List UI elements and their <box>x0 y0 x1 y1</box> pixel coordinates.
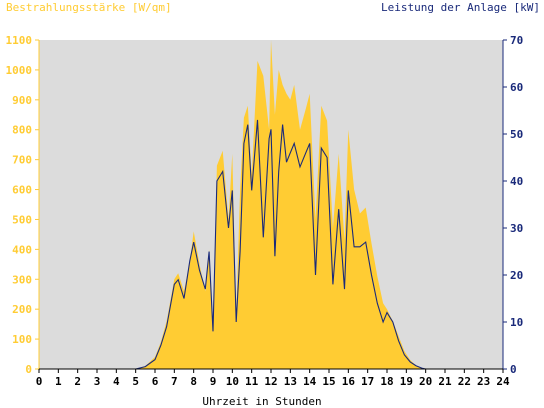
left-tick-label: 200 <box>12 303 32 316</box>
x-tick-label: 11 <box>245 375 259 388</box>
x-tick-label: 24 <box>496 375 510 388</box>
x-tick-label: 9 <box>210 375 217 388</box>
right-tick-label: 0 <box>510 363 517 376</box>
right-tick-label: 40 <box>510 175 523 188</box>
left-tick-label: 900 <box>12 94 32 107</box>
x-tick-label: 3 <box>94 375 101 388</box>
left-tick-label: 800 <box>12 124 32 137</box>
left-axis-ticks: 0 100 200 300 400 500 600 700 800 900 1000 1100 <box>6 34 39 376</box>
right-tick-label: 70 <box>510 34 523 47</box>
x-tick-label: 22 <box>458 375 471 388</box>
right-tick-label: 20 <box>510 269 523 282</box>
left-axis-title: Bestrahlungsstärke [W/qm] <box>6 1 172 14</box>
right-tick-label: 30 <box>510 222 523 235</box>
power-series <box>39 119 503 370</box>
power-line <box>39 119 503 370</box>
x-tick-label: 13 <box>284 375 297 388</box>
left-tick-label: 600 <box>12 184 32 197</box>
x-tick-label: 19 <box>400 375 413 388</box>
x-tick-label: 4 <box>113 375 120 388</box>
x-tick-label: 7 <box>171 375 178 388</box>
right-tick-label: 60 <box>510 81 523 94</box>
left-tick-label: 400 <box>12 243 32 256</box>
x-tick-label: 20 <box>419 375 432 388</box>
x-tick-label: 6 <box>152 375 159 388</box>
left-tick-label: 1100 <box>6 34 33 47</box>
irradiance-area <box>39 40 503 369</box>
left-tick-label: 100 <box>12 333 32 346</box>
x-axis-ticks: 0 1 2 3 4 5 6 7 8 9 10 11 12 13 14 15 16 17 18 19 20 21 22 23 24 <box>36 369 510 388</box>
x-tick-label: 15 <box>322 375 335 388</box>
x-tick-label: 12 <box>264 375 277 388</box>
x-tick-label: 18 <box>380 375 393 388</box>
x-axis-title: Uhrzeit in Stunden <box>202 395 321 408</box>
irradiance-series <box>39 40 503 369</box>
x-tick-label: 10 <box>226 375 239 388</box>
right-axis-title: Leistung der Anlage [kW] <box>381 1 540 14</box>
left-tick-label: 500 <box>12 213 32 226</box>
x-tick-label: 16 <box>342 375 356 388</box>
x-tick-label: 1 <box>55 375 62 388</box>
x-tick-label: 17 <box>361 375 374 388</box>
left-tick-label: 0 <box>25 363 32 376</box>
x-tick-label: 2 <box>74 375 81 388</box>
x-tick-label: 14 <box>303 375 317 388</box>
left-tick-label: 300 <box>12 273 32 286</box>
x-tick-label: 5 <box>132 375 139 388</box>
x-tick-label: 21 <box>438 375 452 388</box>
left-tick-label: 1000 <box>6 64 33 77</box>
right-tick-label: 50 <box>510 128 523 141</box>
right-axis-ticks: 0 10 20 30 40 50 60 70 <box>503 34 523 376</box>
right-tick-label: 10 <box>510 316 523 329</box>
x-tick-label: 0 <box>36 375 43 388</box>
left-tick-label: 700 <box>12 154 32 167</box>
x-tick-label: 23 <box>477 375 490 388</box>
x-tick-label: 8 <box>190 375 197 388</box>
